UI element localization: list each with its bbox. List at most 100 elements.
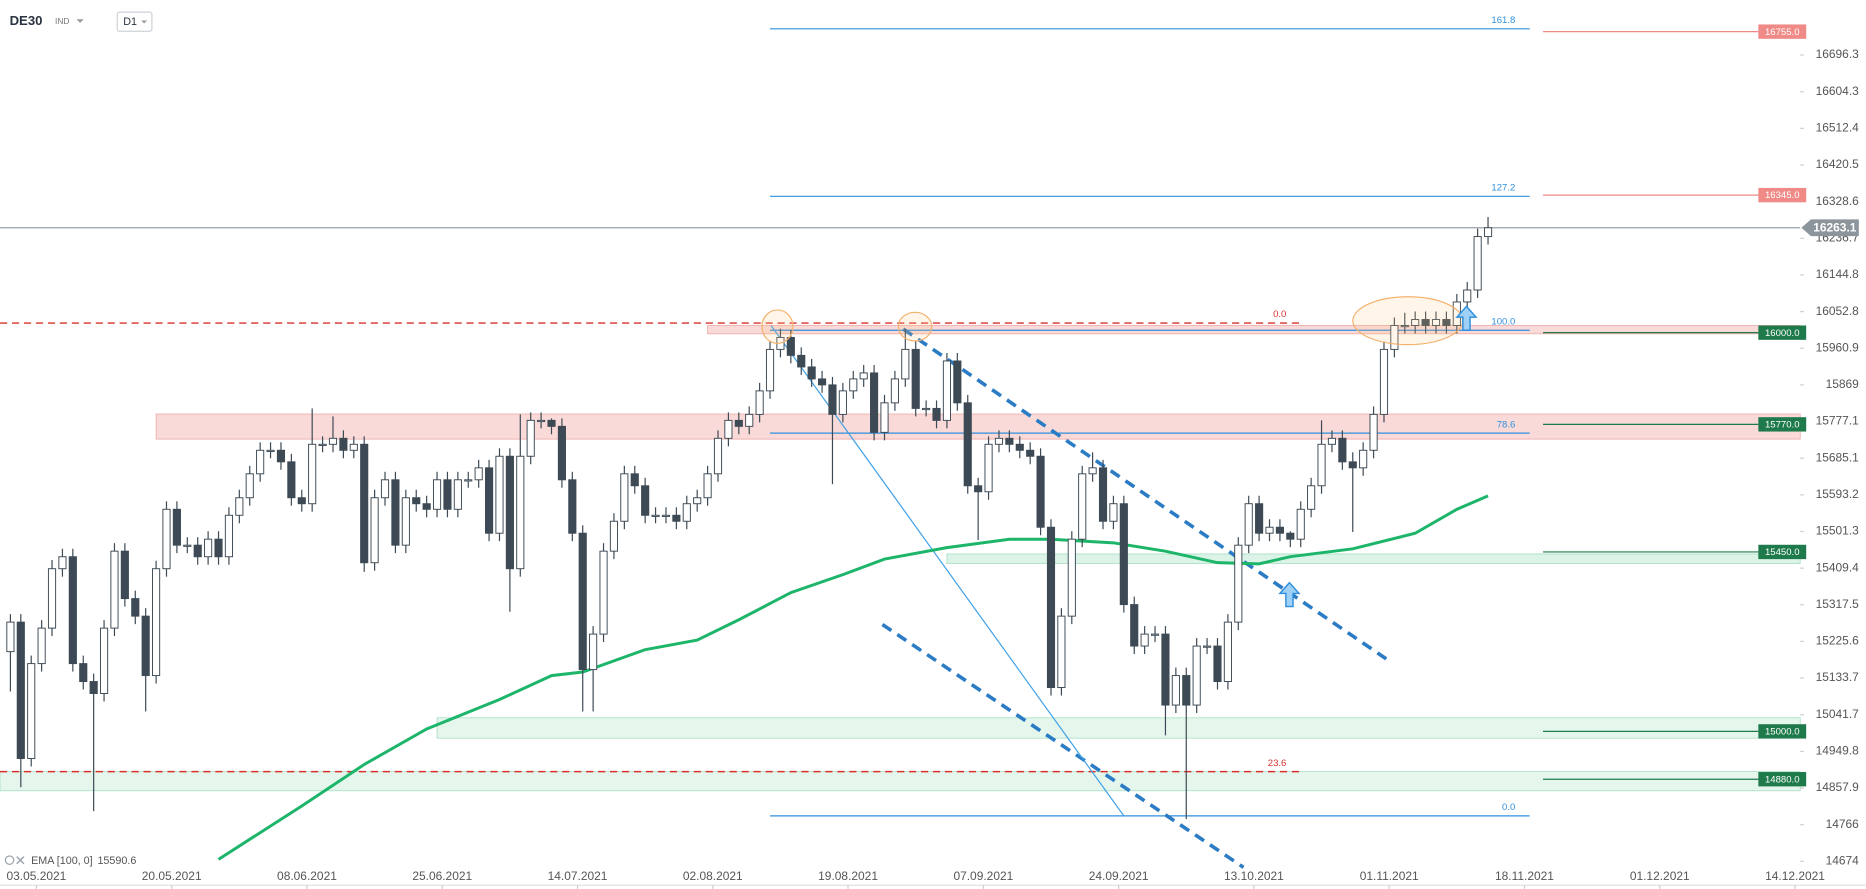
candle-body	[380, 479, 390, 499]
candle-body	[942, 360, 951, 421]
candle-body	[1161, 633, 1170, 706]
candle-body	[1244, 503, 1253, 546]
candle-body	[516, 455, 525, 570]
dropdown-caret[interactable]	[76, 19, 84, 23]
candle-body	[47, 568, 57, 629]
y-tick-label: 15593.2	[1816, 487, 1860, 501]
candle-body	[786, 336, 795, 356]
candle-body	[1078, 473, 1087, 540]
y-tick-label: 15041.7	[1816, 707, 1860, 721]
fib-label: 127.2	[1491, 182, 1515, 193]
candle-body	[1390, 325, 1399, 350]
y-tick-label: 16604.3	[1816, 84, 1860, 98]
candle-body	[99, 627, 109, 694]
candle-body	[339, 437, 348, 451]
candle-body	[1182, 675, 1191, 706]
candle-body	[1026, 449, 1035, 457]
y-tick-label: 15501.3	[1816, 524, 1860, 538]
candle-body	[1109, 503, 1118, 522]
level-badge	[1758, 187, 1807, 203]
candle-body	[1255, 503, 1264, 534]
candle-body	[1400, 325, 1409, 328]
candle-body	[745, 413, 754, 427]
candle-body	[422, 503, 431, 510]
level-label: 16345.0	[1765, 190, 1800, 201]
candle-body	[1130, 604, 1139, 647]
candle-body	[1296, 508, 1305, 540]
candle-body	[994, 437, 1004, 445]
candle-body	[1140, 633, 1149, 647]
candle-body	[89, 681, 98, 694]
highlight-ellipse	[1352, 296, 1464, 346]
y-tick-label: 15409.4	[1816, 560, 1860, 574]
candle-body	[235, 497, 244, 516]
interval-select[interactable]	[116, 11, 153, 32]
x-tick-label: 20.05.2021	[142, 869, 202, 883]
candle-body	[1317, 443, 1326, 487]
level-label: 15000.0	[1765, 727, 1800, 738]
candle-body	[568, 479, 577, 534]
candle-body	[755, 390, 764, 415]
candle-body	[370, 497, 379, 564]
candle-body	[953, 360, 962, 404]
x-tick-label: 01.11.2021	[1360, 869, 1419, 883]
candle-body	[1359, 449, 1368, 469]
annotations	[761, 296, 1478, 608]
interval: D1	[123, 16, 137, 28]
candle-body	[1327, 437, 1337, 445]
candle-body	[734, 419, 743, 427]
x-tick-label: 14.07.2021	[548, 869, 608, 883]
candle-body	[932, 407, 941, 421]
indicator-name: EMA [100, 0]	[31, 855, 93, 867]
candle-body	[16, 621, 25, 759]
x-tick-label: 24.09.2021	[1089, 869, 1149, 883]
candle-body	[37, 627, 46, 665]
candle-body	[79, 663, 88, 683]
x-tick-label: 13.10.2021	[1224, 869, 1284, 883]
y-tick-label: 15225.6	[1816, 634, 1860, 648]
y-tick-label: 16052.8	[1816, 304, 1860, 318]
candle-body	[328, 437, 338, 445]
candle-body	[984, 443, 993, 493]
candle-body	[505, 455, 514, 570]
level-label: 15450.0	[1765, 547, 1800, 558]
market: IND	[55, 16, 69, 26]
level-badge	[1758, 544, 1807, 560]
candle-body	[609, 520, 619, 552]
candle-body	[630, 473, 639, 487]
candle-body	[193, 544, 202, 558]
up-arrow	[1455, 305, 1478, 331]
candle-body	[765, 348, 775, 392]
y-tick-label: 15317.5	[1816, 597, 1860, 611]
candle-body	[27, 663, 36, 759]
candle-body	[911, 348, 920, 409]
x-tick-label: 14.12.2021	[1765, 869, 1825, 883]
x-tick-label: 07.09.2021	[953, 869, 1013, 883]
trendline	[902, 327, 1392, 664]
candle-body	[287, 461, 296, 499]
candle-body	[1005, 437, 1014, 445]
toolbar: DE30 IND D1	[10, 11, 153, 32]
candle-body	[1203, 645, 1212, 648]
x-tick-label: 18.11.2021	[1495, 869, 1554, 883]
level-badge	[1758, 417, 1807, 432]
candle-body	[432, 479, 442, 510]
candle-body	[963, 402, 972, 487]
candle-body	[890, 378, 899, 404]
remove-icon[interactable]	[16, 856, 25, 865]
y-tick-label: 16696.3	[1816, 47, 1860, 61]
candle-body	[1275, 526, 1284, 534]
candle-body	[276, 449, 286, 463]
candle-body	[120, 550, 129, 600]
candle-body	[360, 443, 369, 564]
candle-body	[620, 473, 629, 522]
candle-body	[204, 538, 213, 558]
candle-body	[1411, 319, 1420, 326]
candle-body	[1348, 461, 1357, 469]
hide-icon[interactable]	[4, 855, 15, 865]
candle-body	[870, 372, 879, 433]
candle-body	[297, 497, 306, 505]
candle-body	[1483, 227, 1493, 238]
